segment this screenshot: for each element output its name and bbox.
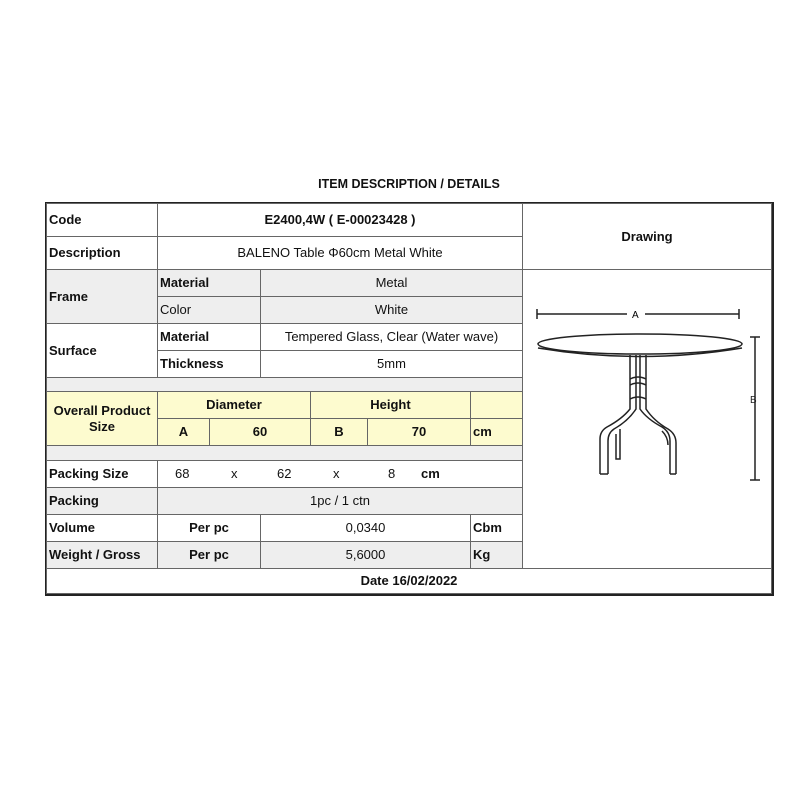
weight-label: Weight / Gross [46, 541, 158, 569]
volume-value: 0,0340 [260, 514, 471, 542]
frame-color-label: Color [157, 296, 261, 324]
packing-unit: cm [421, 466, 440, 481]
spacer-row [46, 445, 523, 461]
code-label: Code [46, 203, 158, 237]
dim-b-value: 70 [367, 418, 471, 446]
weight-per: Per pc [157, 541, 261, 569]
date: Date 16/02/2022 [46, 568, 772, 594]
page-title: ITEM DESCRIPTION / DETAILS [318, 177, 500, 191]
packing-size-label: Packing Size [46, 460, 158, 488]
unit-header-blank [470, 391, 523, 419]
height-label: Height [310, 391, 471, 419]
weight-value: 5,6000 [260, 541, 471, 569]
dim-a-label: A [157, 418, 210, 446]
description-label: Description [46, 236, 158, 270]
weight-unit: Kg [470, 541, 523, 569]
surface-material-value: Tempered Glass, Clear (Water wave) [260, 323, 523, 351]
dim-b-text: B [750, 395, 757, 406]
frame-material-value: Metal [260, 269, 523, 297]
volume-per: Per pc [157, 514, 261, 542]
tabletop [537, 333, 743, 355]
packing-height: 8 [388, 466, 396, 481]
frame-label: Frame [46, 269, 158, 324]
diameter-label: Diameter [157, 391, 311, 419]
dimension-b-line [750, 336, 760, 481]
packing-size-value [157, 460, 523, 488]
spacer-row [46, 377, 523, 392]
drawing-label: Drawing [522, 203, 772, 270]
dim-b-label: B [310, 418, 368, 446]
packing-x2: x [333, 466, 340, 481]
dim-a-value: 60 [209, 418, 311, 446]
packing-length: 68 [175, 466, 190, 481]
surface-label: Surface [46, 323, 158, 378]
code-value: E2400,4W ( E-00023428 ) [157, 203, 523, 237]
volume-unit: Cbm [470, 514, 523, 542]
description-value: BALENO Table Φ60cm Metal White [157, 236, 523, 270]
frame-color-value: White [260, 296, 523, 324]
drawing-panel [522, 269, 772, 569]
surface-thickness-value: 5mm [260, 350, 523, 378]
dim-a-text: A [632, 310, 639, 321]
surface-material-label: Material [157, 323, 261, 351]
volume-label: Volume [46, 514, 158, 542]
dimension-a-line [536, 309, 740, 319]
table-drawing: A B [536, 309, 760, 481]
surface-thickness-label: Thickness [157, 350, 261, 378]
packing-width: 62 [277, 466, 292, 481]
overall-size-label: Overall Product Size [46, 391, 158, 446]
packing-x1: x [231, 466, 238, 481]
frame-material-label: Material [157, 269, 261, 297]
packing-label: Packing [46, 487, 158, 515]
dim-unit: cm [470, 418, 523, 446]
packing-value: 1pc / 1 ctn [157, 487, 523, 515]
